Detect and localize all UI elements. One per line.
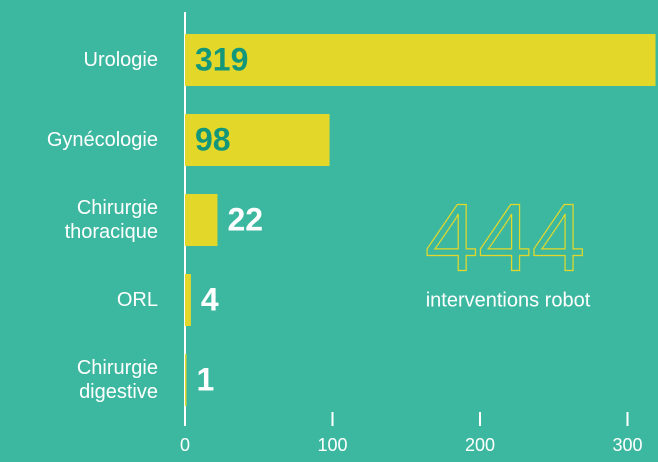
bar (185, 34, 656, 86)
category-label: Chirurgie digestive (76, 357, 158, 403)
annotation-number: 444 (425, 184, 585, 291)
category-label: Chirurgie thoracique (64, 197, 158, 243)
bar (185, 114, 330, 166)
value-label: 1 (196, 361, 214, 397)
value-label: 4 (201, 281, 219, 317)
category-label: ORL (116, 289, 158, 311)
x-tick-label: 0 (180, 435, 190, 455)
annotation-text: interventions robot (426, 289, 591, 311)
x-tick-label: 200 (465, 435, 495, 455)
category-label: Gynécologie (46, 129, 158, 151)
value-label: 22 (227, 201, 263, 237)
value-label: 319 (195, 41, 248, 77)
bar (185, 354, 187, 406)
x-tick-label: 100 (317, 435, 347, 455)
value-label: 98 (195, 121, 231, 157)
x-tick-label: 300 (612, 435, 642, 455)
bar (185, 274, 191, 326)
bar (185, 194, 218, 246)
category-label: Urologie (83, 49, 158, 71)
